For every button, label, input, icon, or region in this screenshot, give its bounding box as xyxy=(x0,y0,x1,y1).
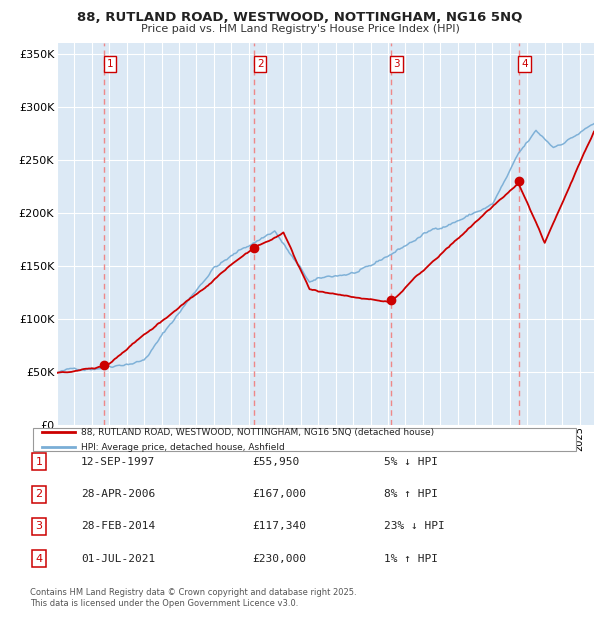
Text: 8% ↑ HPI: 8% ↑ HPI xyxy=(384,489,438,499)
Text: 12-SEP-1997: 12-SEP-1997 xyxy=(81,457,155,467)
Text: 28-APR-2006: 28-APR-2006 xyxy=(81,489,155,499)
Text: HPI: Average price, detached house, Ashfield: HPI: Average price, detached house, Ashf… xyxy=(81,443,285,451)
Text: 2: 2 xyxy=(257,59,263,69)
Text: 4: 4 xyxy=(521,59,528,69)
Text: 3: 3 xyxy=(35,521,43,531)
Text: 3: 3 xyxy=(394,59,400,69)
Text: Contains HM Land Registry data © Crown copyright and database right 2025.
This d: Contains HM Land Registry data © Crown c… xyxy=(30,588,356,608)
Text: 1: 1 xyxy=(107,59,113,69)
Text: 2: 2 xyxy=(35,489,43,499)
Text: £55,950: £55,950 xyxy=(252,457,299,467)
Text: Price paid vs. HM Land Registry's House Price Index (HPI): Price paid vs. HM Land Registry's House … xyxy=(140,24,460,33)
Text: 1% ↑ HPI: 1% ↑ HPI xyxy=(384,554,438,564)
Text: £230,000: £230,000 xyxy=(252,554,306,564)
Text: £167,000: £167,000 xyxy=(252,489,306,499)
Text: 01-JUL-2021: 01-JUL-2021 xyxy=(81,554,155,564)
Text: £117,340: £117,340 xyxy=(252,521,306,531)
Text: 88, RUTLAND ROAD, WESTWOOD, NOTTINGHAM, NG16 5NQ: 88, RUTLAND ROAD, WESTWOOD, NOTTINGHAM, … xyxy=(77,11,523,24)
Text: 23% ↓ HPI: 23% ↓ HPI xyxy=(384,521,445,531)
Text: 88, RUTLAND ROAD, WESTWOOD, NOTTINGHAM, NG16 5NQ (detached house): 88, RUTLAND ROAD, WESTWOOD, NOTTINGHAM, … xyxy=(81,428,434,436)
Text: 1: 1 xyxy=(35,457,43,467)
Text: 4: 4 xyxy=(35,554,43,564)
Text: 5% ↓ HPI: 5% ↓ HPI xyxy=(384,457,438,467)
Text: 28-FEB-2014: 28-FEB-2014 xyxy=(81,521,155,531)
